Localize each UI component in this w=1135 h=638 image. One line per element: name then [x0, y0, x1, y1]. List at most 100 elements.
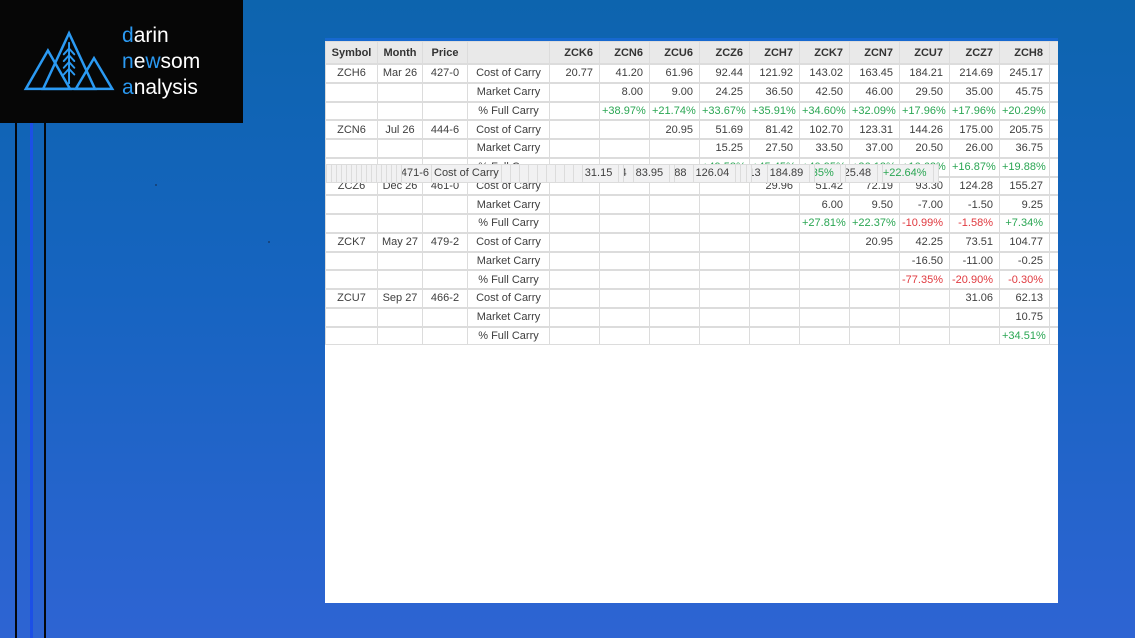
vertical-stripe-black-right: [44, 123, 46, 638]
table-cell: [618, 164, 625, 183]
table-cell: 92.44: [699, 64, 750, 83]
table-cell: [377, 101, 423, 121]
table-cell: 35.00: [949, 82, 1000, 102]
carry-table-grid: Symbol Month Price ZCK6 ZCN6 ZCU6 ZCZ6 ZCH7 ZCK7…: [325, 41, 1058, 346]
table-cell: 427-0: [422, 64, 468, 83]
table-cell: 73.51: [949, 232, 1000, 252]
table-cell: % Full Carry: [467, 326, 550, 346]
column-header-zcz6: ZCZ6: [699, 41, 750, 64]
table-cell: 20.95: [649, 120, 700, 139]
table-cell: 466-2: [422, 289, 468, 308]
table-cell: Cost of Carry: [431, 164, 502, 183]
table-cell: 36.50: [749, 82, 800, 102]
table-cell: -1.58%: [949, 214, 1000, 233]
table-cell: +22.37%: [849, 214, 900, 233]
table-cell: 6.00: [799, 195, 850, 214]
table-cell: 9.50: [849, 195, 900, 214]
logo-accent-letter: n: [122, 49, 134, 73]
column-header-zck7: ZCK7: [799, 41, 850, 64]
table-cell: Jul 26: [377, 120, 423, 139]
table-cell: % Full Carry: [467, 101, 550, 121]
table-cell: 155.27: [999, 176, 1050, 196]
table-cell: [1049, 176, 1058, 196]
table-cell: 9.25: [999, 195, 1050, 214]
table-cell: ZCH6: [325, 64, 378, 83]
table-cell: [599, 139, 650, 158]
table-cell: 126.04: [692, 164, 737, 183]
table-cell: [549, 101, 600, 121]
table-row: Market Carry 15.25 27.50 33.50 37.00 20.50 26.…: [325, 139, 1058, 158]
table-cell: [325, 139, 378, 158]
table-row: % Full Carry +34.51%: [325, 326, 1058, 346]
table-cell: 83.95: [632, 164, 671, 183]
table-cell: [549, 139, 600, 158]
table-cell: [325, 82, 378, 102]
table-cell: [1049, 64, 1058, 83]
logo-accent-letter: w: [145, 49, 161, 73]
table-cell: [949, 326, 1000, 346]
table-cell: [509, 164, 520, 183]
vertical-stripe-black-left: [15, 123, 17, 638]
table-cell: [395, 164, 402, 183]
table-cell: +22.64%: [879, 164, 934, 183]
table-cell: +7.34%: [999, 214, 1050, 233]
table-cell: +34.60%: [799, 101, 850, 121]
table-row: % Full Carry +27.81% +22.37% -10.99% -1.58% +…: [325, 214, 1058, 233]
table-cell: +17.96%: [949, 101, 1000, 121]
table-cell: +35.91%: [749, 101, 800, 121]
column-header-symbol: Symbol: [325, 41, 378, 64]
table-cell: [518, 164, 529, 183]
table-cell: [549, 82, 600, 102]
table-cell: [554, 164, 565, 183]
table-cell: 29.50: [899, 82, 950, 102]
table-cell: [377, 139, 423, 158]
table-cell: [1049, 120, 1058, 139]
table-cell: [563, 164, 574, 183]
table-cell: [809, 164, 816, 183]
table-cell: 214.69: [949, 64, 1000, 83]
column-header-zcn7: ZCN7: [849, 41, 900, 64]
table-cell: ZCU7: [325, 289, 378, 308]
table-cell: 102.70: [799, 120, 850, 139]
table-cell: -16.50: [899, 251, 950, 271]
logo-accent-letter: a: [122, 75, 134, 99]
table-cell: [649, 139, 700, 158]
table-cell: 24.25: [699, 82, 750, 102]
table-cell: Sep 27: [377, 289, 423, 308]
column-header-zcn6: ZCN6: [599, 41, 650, 64]
table-cell: 184.21: [899, 64, 950, 83]
table-cell: [839, 164, 846, 183]
logo-letters: arin: [133, 23, 169, 47]
table-cell: +38.97%: [599, 101, 650, 121]
table-cell: 121.92: [749, 64, 800, 83]
table-cell: 62.13: [999, 289, 1050, 308]
table-cell: 27.50: [749, 139, 800, 158]
table-cell: 20.77: [549, 64, 600, 83]
table-cell: [572, 164, 583, 183]
table-cell: [1049, 289, 1058, 308]
table-cell: 225.48: [834, 164, 879, 183]
table-cell: Market Carry: [467, 82, 550, 102]
table-cell: [377, 82, 423, 102]
table-cell: [422, 101, 468, 121]
table-cell: [545, 164, 556, 183]
table-cell: [527, 164, 538, 183]
table-cell: 37.00: [849, 139, 900, 158]
table-row: % Full Carry +38.97% +21.74% +33.67% +35.91%…: [325, 101, 1058, 121]
table-cell: +32.09%: [849, 101, 900, 121]
table-row: [325, 164, 402, 603]
dust-speck: [155, 184, 157, 186]
table-cell: [599, 120, 650, 139]
table-cell: -1.50: [949, 195, 1000, 214]
table-cell: [536, 164, 547, 183]
table-cell: 143.02: [799, 64, 850, 83]
table-cell: +34.51%: [999, 326, 1050, 346]
table-row: ZCK7 May 27 479-2 Cost of Carry 20.95 42.25 73…: [325, 232, 1058, 252]
table-cell: 20.50: [899, 139, 950, 158]
table-cell: 444-6: [422, 120, 468, 139]
table-cell: 15.25: [699, 139, 750, 158]
table-cell: -7.00: [899, 195, 950, 214]
table-row: Market Carry 10.75: [325, 307, 1058, 327]
column-header-trailing: [1049, 41, 1058, 64]
table-cell: 46.00: [849, 82, 900, 102]
